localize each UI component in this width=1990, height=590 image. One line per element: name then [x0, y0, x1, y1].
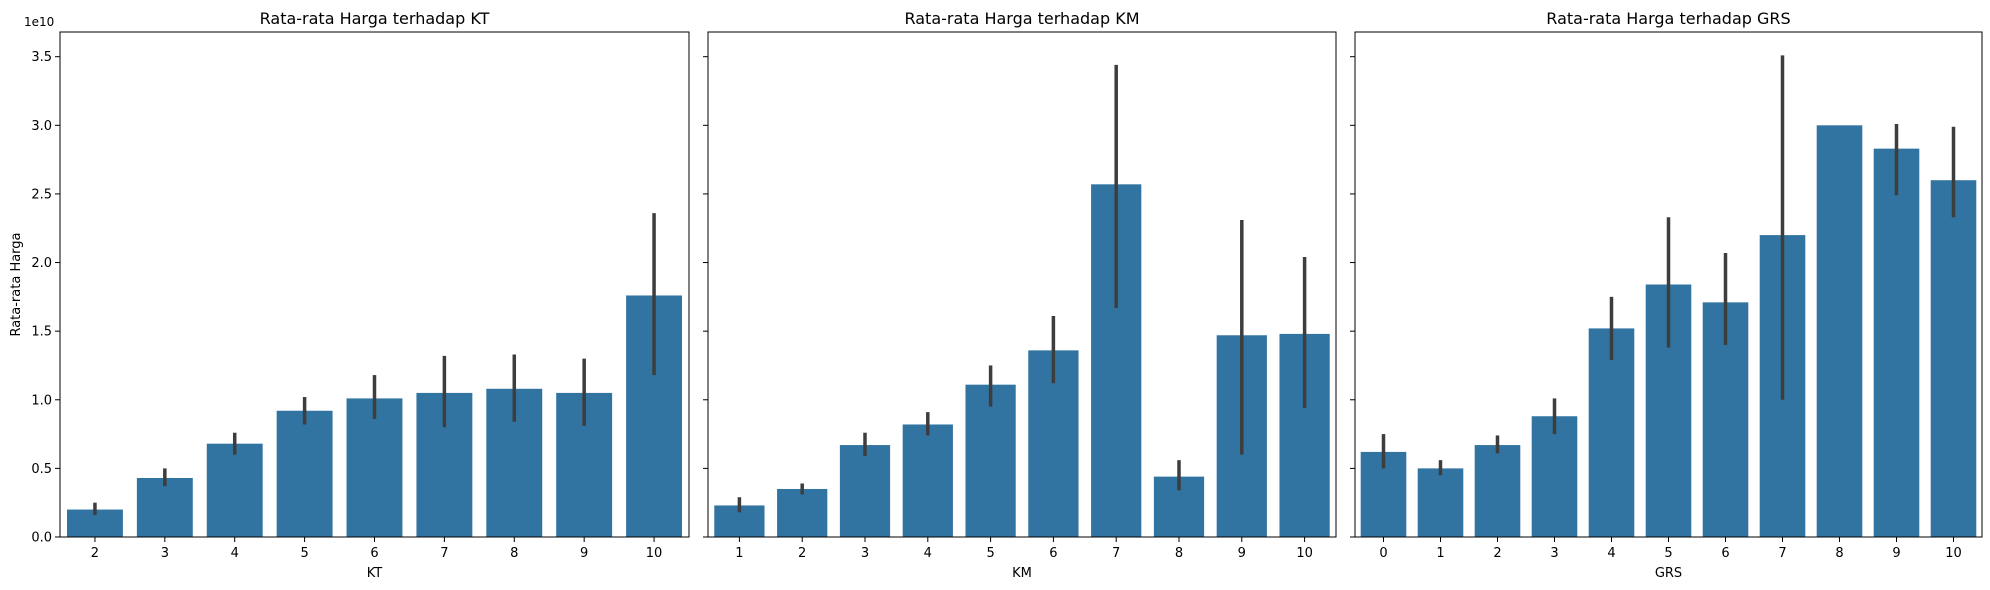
- xtick-label-2-3: 3: [1550, 546, 1558, 561]
- xtick-label-2-1: 1: [1436, 546, 1444, 561]
- xtick-label-1-5: 6: [1049, 546, 1057, 561]
- x-axis-label-2: GRS: [1655, 566, 1682, 581]
- xtick-label-1-0: 1: [735, 546, 743, 561]
- chart-title-2: Rata-rata Harga terhadap GRS: [1546, 9, 1790, 28]
- bar-2-8: [1816, 125, 1863, 537]
- x-axis-label-0: KT: [367, 566, 383, 581]
- chart-title-0: Rata-rata Harga terhadap KT: [260, 9, 490, 28]
- xtick-label-2-5: 5: [1664, 546, 1672, 561]
- xtick-label-0-2: 4: [231, 546, 239, 561]
- xtick-label-1-3: 4: [924, 546, 932, 561]
- bar-2-3: [1531, 416, 1578, 537]
- xtick-label-0-4: 6: [370, 546, 378, 561]
- xtick-label-0-8: 10: [646, 546, 663, 561]
- xtick-label-1-4: 5: [986, 546, 994, 561]
- axes-frame-2: [1354, 31, 1983, 538]
- bar-2-1: [1417, 468, 1464, 537]
- y-axis-label: Rata-rata Harga: [9, 232, 24, 336]
- xtick-label-1-9: 10: [1296, 546, 1313, 561]
- bar-2-4: [1588, 328, 1635, 537]
- xtick-label-0-7: 9: [580, 546, 588, 561]
- xtick-label-1-1: 2: [798, 546, 806, 561]
- xtick-label-2-7: 7: [1778, 546, 1786, 561]
- xtick-label-2-9: 9: [1892, 546, 1900, 561]
- xtick-label-0-5: 7: [440, 546, 448, 561]
- ytick-label-2: 1.0: [31, 393, 52, 408]
- xtick-label-1-8: 9: [1238, 546, 1246, 561]
- bar-0-4: [346, 398, 403, 537]
- xtick-label-0-0: 2: [91, 546, 99, 561]
- xtick-label-1-7: 8: [1175, 546, 1183, 561]
- axes-frame-1: [707, 31, 1337, 538]
- bar-1-3: [902, 424, 953, 537]
- y-offset-label: 1e10: [24, 15, 54, 29]
- ytick-label-7: 3.5: [31, 50, 52, 65]
- x-axis-label-1: KM: [1012, 566, 1032, 581]
- xtick-label-2-6: 6: [1721, 546, 1729, 561]
- bar-0-2: [206, 443, 263, 537]
- xtick-label-1-6: 7: [1112, 546, 1120, 561]
- ytick-label-5: 2.5: [31, 187, 52, 202]
- xtick-label-2-2: 2: [1493, 546, 1501, 561]
- bar-0-3: [276, 410, 333, 537]
- xtick-label-2-4: 4: [1607, 546, 1615, 561]
- ytick-label-6: 3.0: [31, 119, 52, 134]
- axes-frame-0: [59, 31, 690, 538]
- ytick-label-4: 2.0: [31, 256, 52, 271]
- ytick-label-1: 0.5: [31, 462, 52, 477]
- ytick-label-0: 0.0: [31, 531, 52, 546]
- xtick-label-0-6: 8: [510, 546, 518, 561]
- chart-title-1: Rata-rata Harga terhadap KM: [904, 9, 1139, 28]
- xtick-label-1-2: 3: [861, 546, 869, 561]
- bar-1-2: [839, 445, 891, 537]
- xtick-label-0-3: 5: [300, 546, 308, 561]
- ytick-label-3: 1.5: [31, 325, 52, 340]
- xtick-label-2-8: 8: [1835, 546, 1843, 561]
- xtick-label-2-10: 10: [1945, 546, 1962, 561]
- bar-1-4: [965, 384, 1016, 537]
- xtick-label-2-0: 0: [1379, 546, 1387, 561]
- bar-2-10: [1930, 180, 1977, 537]
- xtick-label-0-1: 3: [161, 546, 169, 561]
- bar-1-1: [777, 488, 828, 537]
- bar-2-9: [1873, 148, 1920, 537]
- bar-2-2: [1474, 445, 1521, 537]
- bar-0-1: [136, 477, 193, 537]
